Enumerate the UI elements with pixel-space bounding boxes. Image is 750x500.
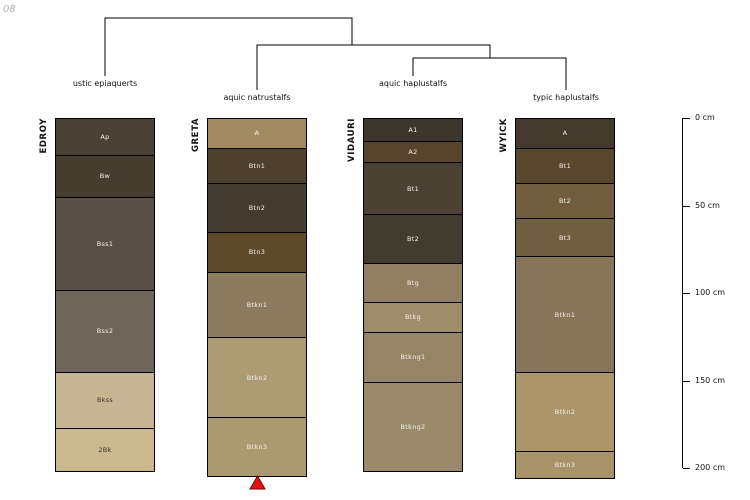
horizon-greta-btkn3: Btkn3: [208, 418, 306, 476]
horizon-wyick-btkn2: Btkn2: [516, 372, 614, 452]
profile-name-wyick: WYICK: [499, 118, 509, 153]
horizon-greta-btn1: Btn1: [208, 148, 306, 184]
red-triangle-marker: [249, 475, 266, 490]
horizon-wyick-bt3: Bt3: [516, 218, 614, 258]
profile-name-edroy: EDROY: [39, 118, 49, 154]
horizon-wyick-bt1: Bt1: [516, 148, 614, 184]
horizon-greta-btn3: Btn3: [208, 232, 306, 273]
horizon-stack-wyick: A Bt1 Bt2 Bt3 Btkn1 Btkn2 Btkn3: [515, 118, 615, 479]
profile-name-vidauri: VIDAURI: [347, 118, 357, 162]
figure-label: 08: [3, 4, 16, 15]
horizon-vidauri-btg: Btg: [364, 264, 462, 303]
horizon-vidauri-btkng1: Btkng1: [364, 332, 462, 384]
group-label-aquic-haplustalfs: aquic haplustalfs: [379, 79, 447, 88]
horizon-stack-edroy: Ap Bw Bss1 Bss2 Bkss 2Bk: [55, 118, 155, 472]
group-label-ustic-epiaquerts: ustic epiaquerts: [72, 79, 138, 88]
profile-name-greta: GRETA: [191, 118, 201, 153]
depth-tick: [683, 468, 690, 469]
horizon-vidauri-btkng2: Btkng2: [364, 383, 462, 471]
depth-tick-label: 100 cm: [695, 288, 726, 297]
red-triangle-shape: [249, 475, 266, 490]
profile-column-edroy: EDROY Ap Bw Bss1 Bss2 Bkss 2Bk: [39, 118, 155, 472]
horizon-greta-btn2: Btn2: [208, 183, 306, 233]
horizon-wyick-btkn3: Btkn3: [516, 451, 614, 478]
dendrogram: [104, 17, 567, 90]
horizon-edroy-ap: Ap: [56, 119, 154, 156]
depth-tick-label: 0 cm: [695, 113, 715, 122]
profile-column-vidauri: VIDAURI A1 A2 Bt1 Bt2 Btg Btkg Btkng1 Btkng2: [347, 118, 463, 472]
horizon-edroy-bss2: Bss2: [56, 290, 154, 373]
horizon-wyick-a: A: [516, 119, 614, 149]
horizon-vidauri-btkg: Btkg: [364, 302, 462, 333]
horizon-edroy-bss1: Bss1: [56, 197, 154, 291]
depth-axis-line: [682, 118, 683, 468]
depth-tick-label: 50 cm: [695, 200, 720, 210]
horizon-vidauri-a2: A2: [364, 141, 462, 163]
dendrogram-branch-mid: [256, 44, 491, 90]
profile-column-wyick: WYICK A Bt1 Bt2 Bt3 Btkn1 Btkn2 Btkn3: [499, 118, 615, 479]
profile-column-greta: GRETA A Btn1 Btn2 Btn3 Btkn1 Btkn2 Btkn3: [191, 118, 307, 477]
depth-tick: [683, 118, 690, 119]
horizon-vidauri-bt1: Bt1: [364, 162, 462, 216]
group-label-aquic-natrustalfs: aquic natrustalfs: [223, 93, 291, 102]
horizon-edroy-bw: Bw: [56, 155, 154, 198]
depth-tick-label: 150 cm: [695, 375, 726, 385]
horizon-greta-btkn2: Btkn2: [208, 337, 306, 419]
horizon-vidauri-bt2: Bt2: [364, 215, 462, 265]
depth-tick-label: 200 cm: [695, 463, 726, 472]
horizon-greta-btkn1: Btkn1: [208, 273, 306, 338]
group-label-typic-haplustalfs: typic haplustalfs: [533, 93, 599, 102]
horizon-edroy-2bk: 2Bk: [56, 428, 154, 471]
depth-tick: [683, 380, 690, 382]
horizon-stack-greta: A Btn1 Btn2 Btn3 Btkn1 Btkn2 Btkn3: [207, 118, 307, 477]
horizon-vidauri-a1: A1: [364, 119, 462, 142]
depth-tick: [683, 293, 690, 294]
horizon-wyick-bt2: Bt2: [516, 183, 614, 219]
horizon-greta-a: A: [208, 119, 306, 149]
horizon-edroy-bkss: Bkss: [56, 372, 154, 429]
horizon-wyick-btkn1: Btkn1: [516, 257, 614, 373]
horizon-stack-vidauri: A1 A2 Bt1 Bt2 Btg Btkg Btkng1 Btkng2: [363, 118, 463, 472]
dendrogram-branch-root: [104, 17, 353, 76]
depth-tick: [683, 205, 690, 207]
